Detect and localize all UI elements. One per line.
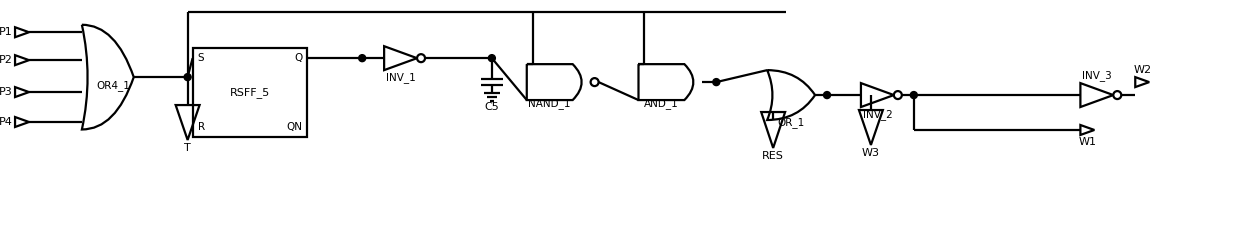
Circle shape — [893, 91, 902, 99]
Text: T: T — [185, 143, 191, 153]
Text: W2: W2 — [1134, 65, 1151, 75]
Text: C5: C5 — [484, 102, 499, 112]
Text: W1: W1 — [1078, 137, 1097, 147]
Text: S: S — [197, 53, 204, 63]
Text: R: R — [197, 122, 204, 132]
Text: OR_1: OR_1 — [778, 118, 805, 128]
Text: P2: P2 — [0, 55, 14, 65]
Circle shape — [591, 78, 598, 86]
Text: INV_3: INV_3 — [1082, 70, 1111, 81]
Circle shape — [712, 79, 720, 86]
Text: W3: W3 — [862, 148, 880, 158]
Circle shape — [359, 55, 366, 62]
Text: INV_1: INV_1 — [385, 72, 415, 83]
Circle shape — [1114, 91, 1121, 99]
Bar — [192, 48, 307, 137]
Text: Q: Q — [294, 53, 302, 63]
Circle shape — [824, 92, 830, 98]
Circle shape — [418, 54, 425, 62]
Text: NAND_1: NAND_1 — [529, 98, 571, 109]
Text: P4: P4 — [0, 117, 14, 127]
Text: AND_1: AND_1 — [644, 98, 679, 109]
Text: OR4_1: OR4_1 — [97, 80, 131, 91]
Text: RSFF_5: RSFF_5 — [230, 87, 270, 98]
Text: QN: QN — [286, 122, 302, 132]
Text: RES: RES — [762, 151, 784, 161]
Text: P3: P3 — [0, 87, 14, 97]
Circle shape — [185, 74, 191, 81]
Text: P1: P1 — [0, 27, 14, 37]
Circle shape — [911, 92, 917, 98]
Circle shape — [488, 55, 496, 62]
Text: INV_2: INV_2 — [862, 109, 892, 120]
